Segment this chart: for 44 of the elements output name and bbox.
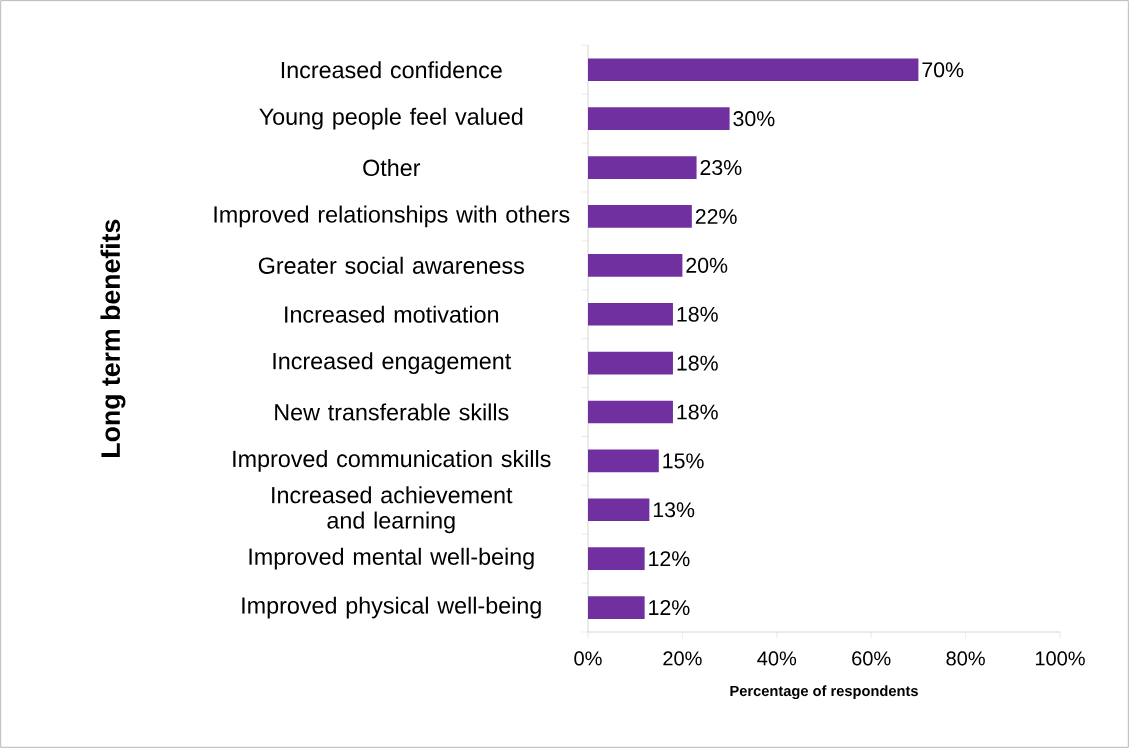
bar [588, 302, 673, 326]
bar [588, 58, 919, 82]
y-tick-label: Improved mental well-being [249, 547, 534, 570]
data-label: 13% [653, 502, 695, 518]
y-tick-label: Increased achievement and learning [272, 486, 513, 534]
y-tick-label: Young people feel valued [259, 107, 523, 130]
y-tick-label: Increased motivation [285, 305, 499, 323]
data-label: 20% [686, 257, 728, 273]
y-tick-label: Other [363, 158, 421, 177]
x-tick-label: 0% [574, 651, 602, 666]
bar [588, 400, 673, 424]
y-tick-label: Improved communication skills [233, 450, 551, 472]
data-label: 22% [695, 208, 737, 224]
x-tick-label: 20% [663, 651, 702, 666]
x-tick-label: 40% [757, 651, 797, 666]
bar [588, 498, 650, 522]
data-label: 23% [700, 160, 742, 176]
y-tick-label: Improved physical well-being [242, 596, 541, 619]
data-label: 12% [649, 600, 690, 616]
x-tick-label: 80% [946, 651, 985, 666]
data-label: 18% [677, 355, 718, 371]
data-label: 30% [733, 111, 775, 127]
y-tick-label: Greater social awareness [258, 256, 524, 274]
x-tick-label: 100% [1035, 651, 1085, 666]
y-tick-label: Improved relationships with others [214, 205, 570, 228]
data-label: 18% [677, 404, 718, 420]
y-tick-label: Increased confidence [281, 61, 502, 79]
bar [588, 449, 659, 473]
x-axis-title: Percentage of respondents [730, 685, 918, 700]
data-label: 12% [649, 551, 690, 567]
bar [588, 547, 645, 570]
x-tick-label: 60% [852, 651, 891, 666]
y-axis-title: Long term benefits [100, 219, 126, 457]
bar [588, 351, 673, 375]
data-label: 70% [922, 62, 964, 78]
bar [588, 107, 730, 130]
bar [588, 596, 645, 619]
bar [588, 253, 683, 277]
y-tick-label: Increased engagement [273, 352, 512, 374]
data-label: 18% [677, 306, 718, 322]
y-tick-label: New transferable skills [275, 403, 509, 421]
data-label: 15% [663, 453, 704, 469]
bar [588, 156, 697, 179]
bar [588, 205, 692, 228]
